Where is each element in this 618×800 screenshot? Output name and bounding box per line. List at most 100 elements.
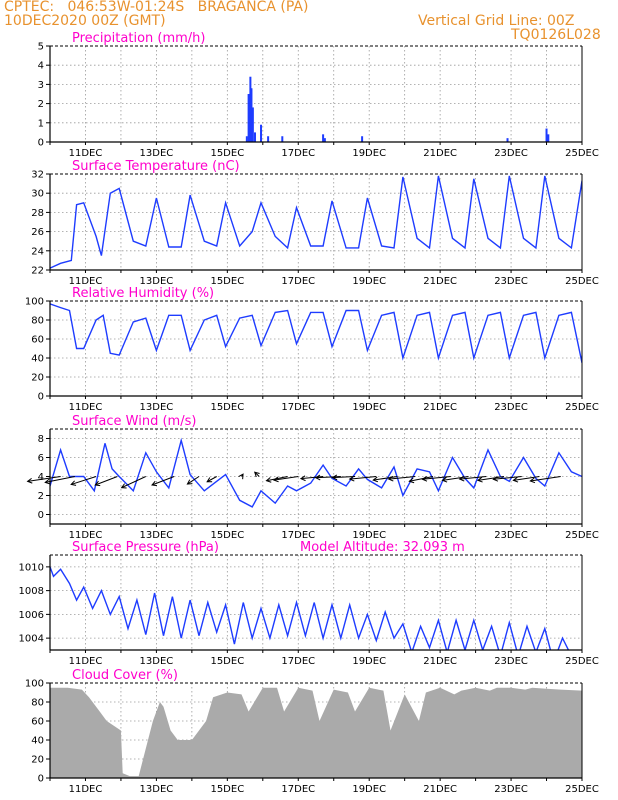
wind-vector bbox=[373, 476, 398, 481]
x-tick-label: 13DEC bbox=[140, 530, 174, 541]
x-tick-label: 13DEC bbox=[140, 402, 174, 413]
wind-vector-head bbox=[44, 478, 51, 485]
wind-series-line bbox=[50, 437, 582, 508]
wind-vector bbox=[459, 476, 487, 480]
x-tick-label: 19DEC bbox=[352, 148, 386, 159]
y-tick-label: 60 bbox=[31, 335, 44, 346]
chart-title: Surface Temperature (nC) bbox=[72, 159, 240, 174]
y-tick-label: 28 bbox=[31, 208, 44, 219]
x-tick-label: 25DEC bbox=[565, 530, 599, 541]
x-tick-label: 17DEC bbox=[281, 276, 315, 287]
grid bbox=[50, 683, 582, 778]
x-tick-label: 13DEC bbox=[140, 784, 174, 795]
wind-vector bbox=[315, 476, 341, 479]
grid-note: Vertical Grid Line: 00Z bbox=[418, 13, 575, 29]
wind-vector-head bbox=[120, 483, 127, 489]
x-tick-label: 13DEC bbox=[140, 276, 174, 287]
grid bbox=[50, 174, 582, 270]
wind-vector bbox=[513, 476, 540, 481]
grid bbox=[50, 46, 582, 142]
y-tick-label: 100 bbox=[25, 297, 44, 308]
wind-vector bbox=[187, 476, 200, 485]
precip-bar bbox=[361, 136, 364, 142]
precip-bar bbox=[253, 132, 256, 142]
x-tick-label: 23DEC bbox=[494, 784, 528, 795]
x-tick-label: 19DEC bbox=[352, 656, 386, 667]
wind-vector bbox=[95, 476, 118, 486]
x-tick-label: 21DEC bbox=[423, 402, 457, 413]
wind-vector bbox=[493, 476, 522, 480]
precip-bar bbox=[248, 117, 251, 142]
x-tick-label: 19DEC bbox=[352, 784, 386, 795]
wind-vector-head bbox=[387, 475, 394, 482]
wind-vector-head bbox=[314, 474, 321, 481]
y-tick-label: 100 bbox=[25, 679, 44, 690]
wind-vector bbox=[273, 476, 299, 481]
x-tick-label: 25DEC bbox=[565, 784, 599, 795]
precip-bar bbox=[323, 138, 326, 142]
x-tick-label: 23DEC bbox=[494, 530, 528, 541]
precip-bar bbox=[249, 76, 252, 142]
x-tick-label: 17DEC bbox=[281, 148, 315, 159]
x-tick-label: 23DEC bbox=[494, 148, 528, 159]
wind-vector bbox=[477, 476, 505, 481]
wind-vector bbox=[530, 476, 561, 482]
wind-vector bbox=[300, 476, 324, 480]
precip-bar bbox=[250, 88, 253, 142]
y-tick-label: 60 bbox=[31, 717, 44, 728]
y-tick-label: 0 bbox=[38, 138, 44, 149]
precip-bar bbox=[506, 138, 509, 142]
y-tick-label: 1008 bbox=[19, 586, 44, 597]
wind-vector-head bbox=[253, 471, 260, 478]
wind-vector-head bbox=[265, 477, 272, 483]
wind-vector bbox=[71, 476, 97, 485]
y-tick-label: 30 bbox=[31, 189, 44, 200]
wind-vector-head bbox=[492, 476, 499, 482]
x-tick-label: 17DEC bbox=[281, 784, 315, 795]
wind-vector-head bbox=[331, 474, 338, 481]
x-tick-label: 23DEC bbox=[494, 402, 528, 413]
precip-bar bbox=[260, 124, 263, 142]
x-tick-label: 15DEC bbox=[210, 402, 244, 413]
x-tick-label: 17DEC bbox=[281, 530, 315, 541]
wind-vector bbox=[121, 476, 146, 489]
precip-bar bbox=[251, 107, 254, 142]
x-tick-label: 21DEC bbox=[423, 148, 457, 159]
y-tick-label: 4 bbox=[38, 61, 44, 72]
precip-bar bbox=[322, 134, 325, 142]
y-tick-label: 24 bbox=[31, 246, 44, 257]
y-tick-label: 2 bbox=[38, 99, 44, 110]
x-tick-label: 11DEC bbox=[69, 656, 103, 667]
precip-bar bbox=[245, 136, 248, 142]
x-tick-label: 21DEC bbox=[423, 784, 457, 795]
wind-vector bbox=[422, 476, 451, 480]
wind-vector-head bbox=[372, 476, 379, 483]
wind-vector-head bbox=[186, 479, 193, 485]
wind-vector bbox=[332, 476, 356, 479]
y-tick-label: 6 bbox=[38, 453, 44, 464]
wind-vector-head bbox=[206, 477, 213, 483]
x-tick-label: 19DEC bbox=[352, 276, 386, 287]
y-tick-label: 0 bbox=[38, 774, 44, 785]
x-tick-label: 15DEC bbox=[210, 530, 244, 541]
x-tick-label: 25DEC bbox=[565, 402, 599, 413]
x-tick-label: 15DEC bbox=[210, 276, 244, 287]
y-tick-label: 8 bbox=[38, 434, 44, 445]
wind-vector-head bbox=[272, 476, 279, 483]
x-tick-label: 21DEC bbox=[423, 656, 457, 667]
wind-vector bbox=[349, 476, 377, 480]
y-tick-label: 32 bbox=[31, 170, 44, 181]
wind-vector bbox=[27, 476, 61, 482]
x-tick-label: 19DEC bbox=[352, 530, 386, 541]
model-code: TQ0126L028 bbox=[511, 27, 601, 43]
y-tick-label: 1 bbox=[38, 118, 44, 129]
wind-vector bbox=[388, 476, 416, 480]
chart-title: Surface Wind (m/s) bbox=[72, 414, 196, 429]
grid bbox=[50, 555, 582, 650]
x-tick-label: 11DEC bbox=[69, 276, 103, 287]
chart-title: Surface Pressure (hPa) bbox=[72, 540, 219, 555]
x-tick-label: 25DEC bbox=[565, 148, 599, 159]
x-tick-label: 11DEC bbox=[69, 784, 103, 795]
y-tick-label: 3 bbox=[38, 80, 44, 91]
